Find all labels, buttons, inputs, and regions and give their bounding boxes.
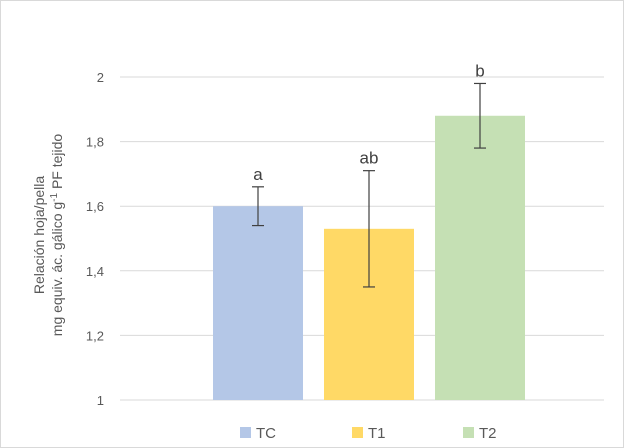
legend-label-t2: T2	[479, 425, 497, 442]
y-tick-label: 1,6	[86, 199, 104, 214]
y-axis-title-line2: mg equiv. ác. gálico g-1 PF tejido	[49, 134, 66, 337]
legend-label-t1: T1	[368, 425, 386, 442]
y-axis-title: Relación hoja/pella mg equiv. ác. gálico…	[31, 134, 65, 337]
bar-t2	[435, 115, 525, 400]
bars	[213, 115, 525, 400]
significance-letter: b	[475, 61, 484, 80]
legend-swatch-t1	[352, 427, 363, 438]
y-tick-label: 1,2	[86, 328, 104, 343]
y-tick-label: 2	[97, 70, 104, 85]
y-axis-ticks: 1 1,2 1,4 1,6 1,8 2	[86, 70, 104, 408]
y-tick-label: 1,8	[86, 135, 104, 150]
significance-letter: ab	[360, 149, 379, 168]
y-tick-label: 1,4	[86, 264, 104, 279]
legend-swatch-t2	[463, 427, 474, 438]
bar-tc	[213, 206, 303, 400]
significance-letters: a ab b	[253, 61, 484, 183]
legend-label-tc: TC	[256, 425, 276, 442]
significance-letter: a	[253, 165, 263, 184]
legend-swatch-tc	[240, 427, 251, 438]
error-bars	[252, 82, 486, 288]
legend: TC T1 T2	[240, 425, 497, 442]
y-axis-title-line1: Relación hoja/pella	[31, 176, 47, 295]
y-tick-label: 1	[97, 393, 104, 408]
